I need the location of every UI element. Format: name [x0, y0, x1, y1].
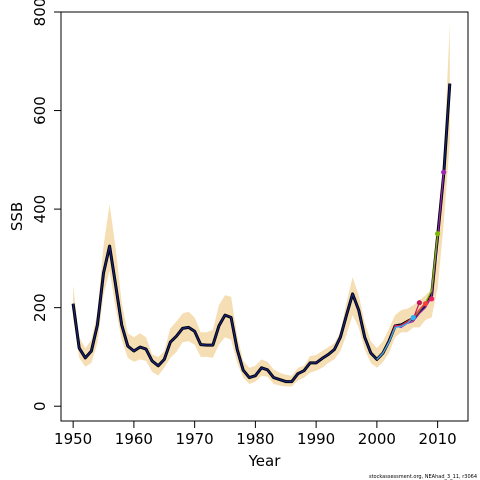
x-tick-label: 1980: [236, 430, 274, 448]
confidence-band-layer: [73, 24, 450, 387]
y-tick-label: 800: [31, 0, 49, 26]
x-axis: 1950 1960 1970 1980 1990 2000 2010: [54, 420, 457, 448]
retro-end-point-3: [422, 301, 429, 307]
retro-end-point-0: [441, 169, 447, 175]
x-tick-label: 2010: [419, 430, 457, 448]
retro-end-point-2: [429, 296, 435, 302]
source-footnote: stockassessment.org, NEAhad_3_11, r3064: [369, 474, 477, 480]
retro-end-point-1: [435, 231, 441, 237]
y-axis: 0 200 400 600 800: [31, 0, 62, 411]
y-axis-title: SSB: [8, 202, 26, 231]
x-tick-label: 1990: [297, 430, 335, 448]
y-tick-label: 0: [31, 401, 49, 411]
plot-frame: [60, 11, 469, 422]
y-tick-label: 600: [31, 96, 49, 125]
x-tick-label: 1970: [176, 430, 214, 448]
x-tick-label: 1950: [54, 430, 92, 448]
confidence-band: [73, 24, 450, 387]
retro-end-point-5: [410, 314, 416, 321]
retro-marker-layer: [410, 169, 447, 321]
x-tick-label: 1960: [115, 430, 153, 448]
retro-line-5: [376, 317, 414, 360]
x-tick-label: 2000: [358, 430, 396, 448]
x-axis-title: Year: [248, 452, 282, 470]
y-tick-label: 400: [31, 195, 49, 224]
series-line-layer: [71, 83, 452, 384]
retro-end-point-4: [416, 300, 422, 306]
y-tick-label: 200: [31, 293, 49, 322]
